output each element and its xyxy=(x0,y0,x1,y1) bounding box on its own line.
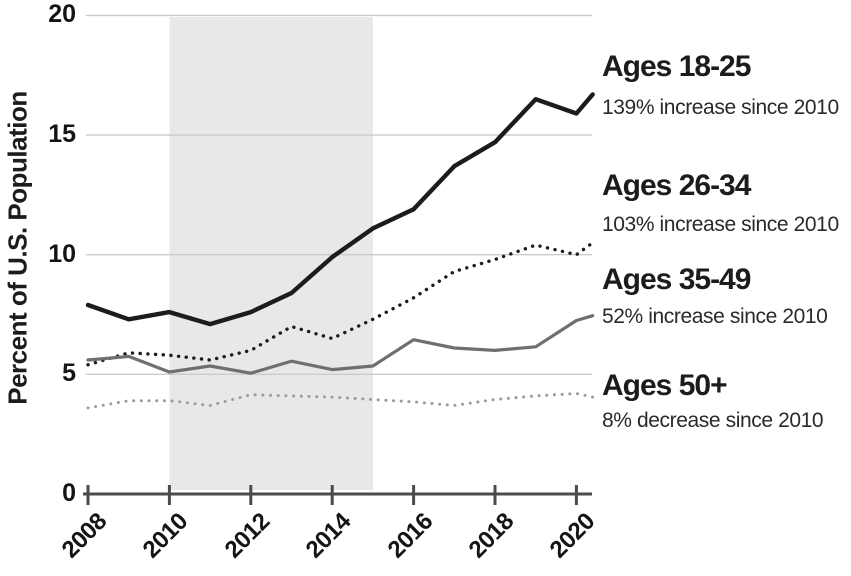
y-tick-label-20: 20 xyxy=(48,0,76,29)
legend-series-name: Ages 50+ xyxy=(602,369,728,402)
series-line-ages-18-25 xyxy=(85,92,595,327)
series-line-ages-35-49 xyxy=(86,314,595,375)
shaded-region-2010-2015 xyxy=(169,17,373,490)
chart-legend: Ages 18-25 139% increase since 2010 Ages… xyxy=(602,0,851,576)
series-line-ages-26-34 xyxy=(86,240,595,367)
legend-series-annotation: 52% increase since 2010 xyxy=(602,305,828,328)
y-tick-label-0: 0 xyxy=(62,479,76,507)
legend-series-annotation: 103% increase since 2010 xyxy=(602,213,839,236)
legend-series-name: Ages 18-25 xyxy=(602,50,751,83)
y-tick-label-5: 5 xyxy=(62,359,76,388)
y-tick-label-10: 10 xyxy=(48,239,76,268)
legend-series-annotation: 8% decrease since 2010 xyxy=(602,409,824,432)
y-tick-label-15: 15 xyxy=(48,120,76,149)
legend-series-name: Ages 26-34 xyxy=(602,169,751,202)
legend-series-annotation: 139% increase since 2010 xyxy=(602,96,839,119)
legend-series-name: Ages 35-49 xyxy=(602,263,751,296)
